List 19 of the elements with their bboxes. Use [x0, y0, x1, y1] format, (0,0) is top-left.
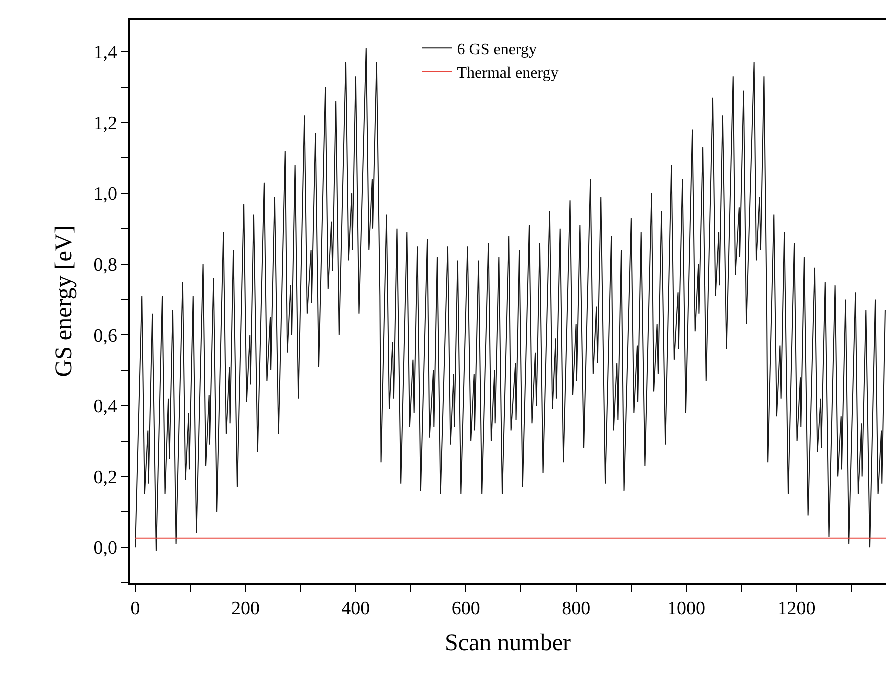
x-tick-label: 1000 — [668, 598, 706, 620]
y-tick-label: 0,2 — [94, 467, 118, 488]
x-tick-label: 400 — [342, 598, 370, 620]
x-tick-label: 0 — [130, 598, 140, 620]
x-axis-title: Scan number — [445, 630, 571, 656]
legend-label: Thermal energy — [457, 65, 559, 82]
y-tick-label: 0,6 — [94, 326, 118, 347]
y-tick-label: 0,0 — [94, 538, 118, 560]
y-tick-label: 1,2 — [94, 113, 118, 134]
y-tick-label: 1,0 — [94, 184, 118, 206]
y-axis-title: GS energy [eV] — [51, 226, 78, 378]
legend-label: 6 GS energy — [457, 41, 537, 58]
y-tick-label: 1,4 — [94, 42, 118, 64]
x-tick-label: 1200 — [778, 598, 816, 620]
y-tick-label: 0,4 — [94, 396, 118, 418]
x-tick-label: 800 — [562, 598, 591, 620]
y-tick-label: 0,8 — [94, 254, 118, 276]
x-tick-label: 600 — [452, 598, 480, 620]
x-tick-label: 200 — [231, 598, 260, 620]
